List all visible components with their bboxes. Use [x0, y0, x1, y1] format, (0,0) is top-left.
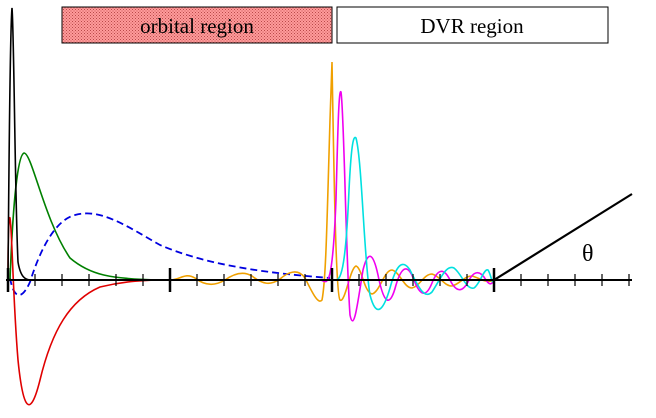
- theta-label: θ: [582, 241, 594, 267]
- cyan-curve: [334, 136, 495, 311]
- dvr-region-box: [336, 6, 609, 44]
- dvr-region-label: DVR region: [420, 14, 524, 38]
- rotated-axis-line: [493, 193, 633, 281]
- minor-ticks: [34, 274, 630, 286]
- legend-orbital-region: orbital region: [61, 6, 333, 44]
- green-curve: [9, 152, 161, 281]
- black-curve: [7, 7, 41, 282]
- legend-dvr-region: DVR region: [336, 6, 609, 44]
- orbital-region-swatch: [61, 6, 333, 44]
- red-curve: [7, 216, 171, 406]
- blue-dashed-curve: [9, 212, 331, 296]
- real-axis: [6, 268, 632, 292]
- orbital-region-label: orbital region: [140, 14, 254, 38]
- magenta-curve: [319, 91, 495, 322]
- orange-curve: [169, 61, 495, 302]
